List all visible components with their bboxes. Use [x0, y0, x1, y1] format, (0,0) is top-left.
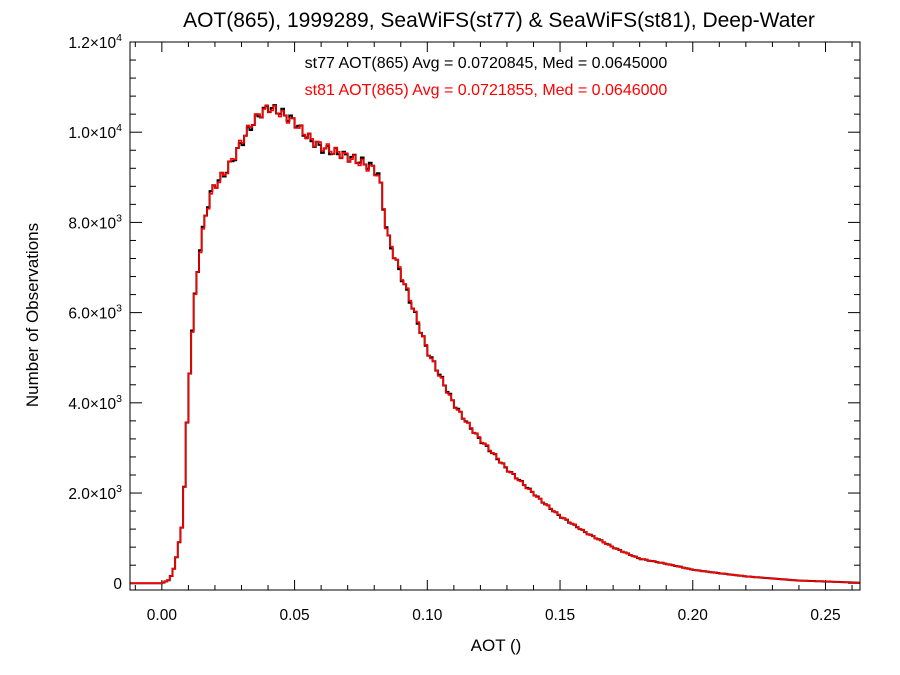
series-layer — [130, 104, 860, 585]
series-st77-histogram — [130, 104, 860, 585]
y-tick-label: 2.0×103 — [68, 483, 122, 503]
x-tick-label: 0.20 — [678, 607, 709, 624]
annotation-st77: st77 AOT(865) Avg = 0.0720845, Med = 0.0… — [305, 55, 668, 72]
chart-title: AOT(865), 1999289, SeaWiFS(st77) & SeaWi… — [183, 9, 815, 32]
x-tick-label: 0.25 — [810, 607, 840, 624]
x-tick-label: 0.15 — [545, 607, 575, 624]
y-tick-label: 4.0×103 — [68, 393, 122, 413]
annotation-st81: st81 AOT(865) Avg = 0.0721855, Med = 0.0… — [305, 82, 668, 99]
series-st81-histogram — [130, 104, 860, 584]
x-axis-label: AOT () — [471, 636, 522, 655]
y-tick-label: 1.0×104 — [68, 122, 122, 142]
y-tick-label: 6.0×103 — [68, 303, 122, 323]
x-tick-label: 0.00 — [147, 607, 178, 624]
x-tick-label: 0.05 — [279, 607, 309, 624]
y-tick-label: 8.0×103 — [68, 212, 122, 232]
y-tick-label: 1.2×104 — [68, 32, 122, 52]
y-tick-label: 0 — [113, 576, 122, 593]
plot-frame — [129, 41, 861, 591]
x-tick-label: 0.10 — [412, 607, 443, 624]
axis-ticks: 0.00 0.05 0.10 0.15 0.20 0.25 0 2.0×103 4.0×103 6… — [68, 32, 860, 624]
y-axis-label: Number of Observations — [23, 223, 42, 407]
